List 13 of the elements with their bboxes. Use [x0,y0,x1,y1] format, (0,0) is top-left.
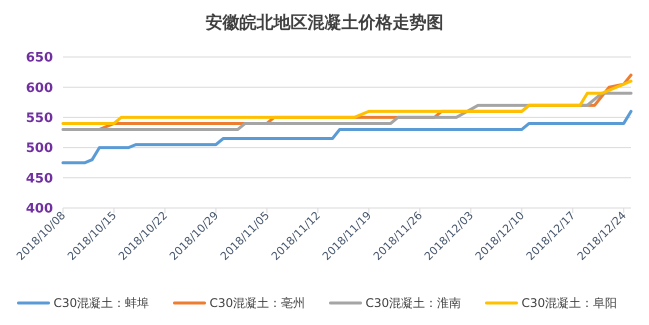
y-tick-label: 450 [26,171,53,186]
y-tick-label: 400 [26,202,53,217]
y-tick-label: 500 [26,141,53,156]
y-tick-label: 550 [26,110,53,126]
y-tick-label: 600 [26,80,53,96]
line-series [62,80,632,125]
legend-label: C30混凝土：阜阳 [522,296,618,310]
chart-title: 安徽皖北地区混凝土价格走势图 [206,13,444,33]
legend-label: C30混凝土：亳州 [210,296,306,310]
legend-label: C30混凝土：淮南 [366,296,462,310]
y-tick-label: 650 [26,50,53,66]
line-series [62,110,632,164]
legend-label: C30混凝土：蚌埠 [54,296,150,310]
